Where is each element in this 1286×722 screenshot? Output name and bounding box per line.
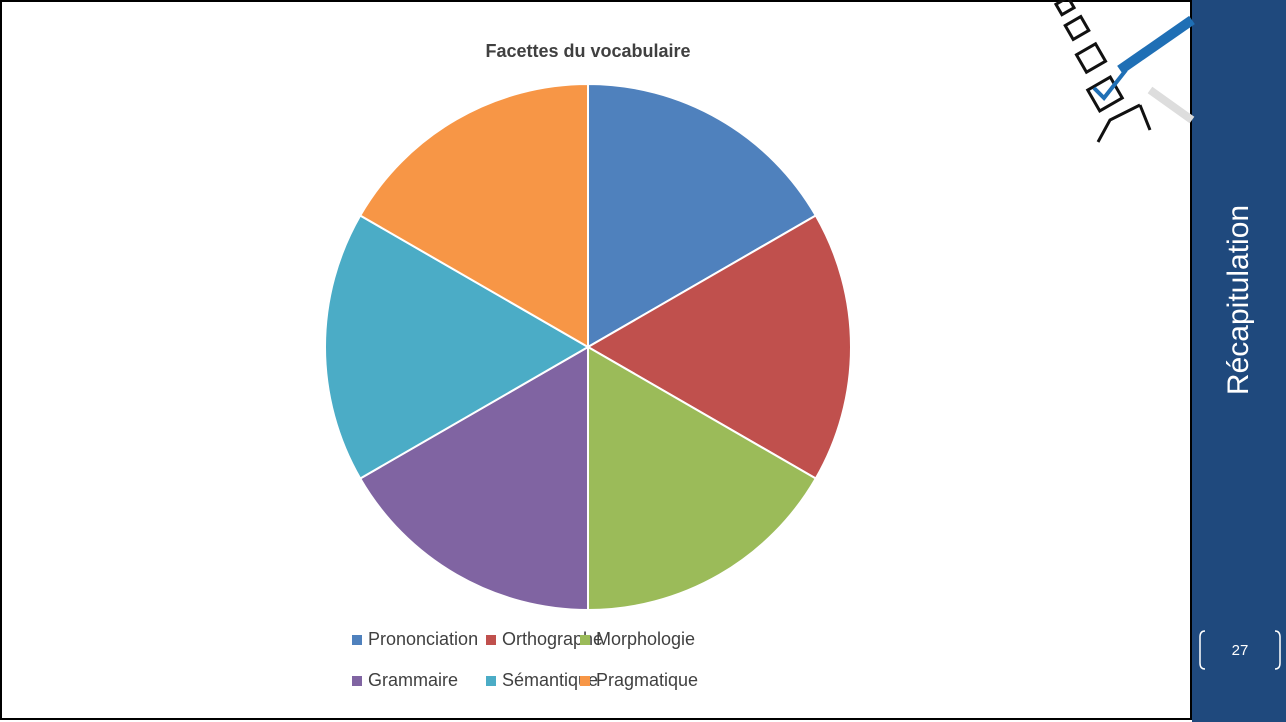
slide: Facettes du vocabulaire Récapitulation 2… bbox=[0, 0, 1286, 722]
legend-swatch bbox=[486, 676, 496, 686]
legend-swatch bbox=[352, 635, 362, 645]
page: Facettes du vocabulaire Récapitulation 2… bbox=[0, 0, 1286, 722]
legend-swatch bbox=[486, 635, 496, 645]
sidebar-title: Récapitulation bbox=[1222, 205, 1255, 395]
page-number: 27 bbox=[1232, 642, 1249, 659]
legend-swatch bbox=[352, 676, 362, 686]
legend-swatch bbox=[580, 676, 590, 686]
legend-swatch bbox=[580, 635, 590, 645]
chart-title: Facettes du vocabulaire bbox=[485, 41, 690, 61]
legend-label: Prononciation bbox=[368, 629, 478, 649]
legend-label: Grammaire bbox=[368, 670, 458, 690]
legend-label: Morphologie bbox=[596, 629, 695, 649]
legend-label: Pragmatique bbox=[596, 670, 698, 690]
